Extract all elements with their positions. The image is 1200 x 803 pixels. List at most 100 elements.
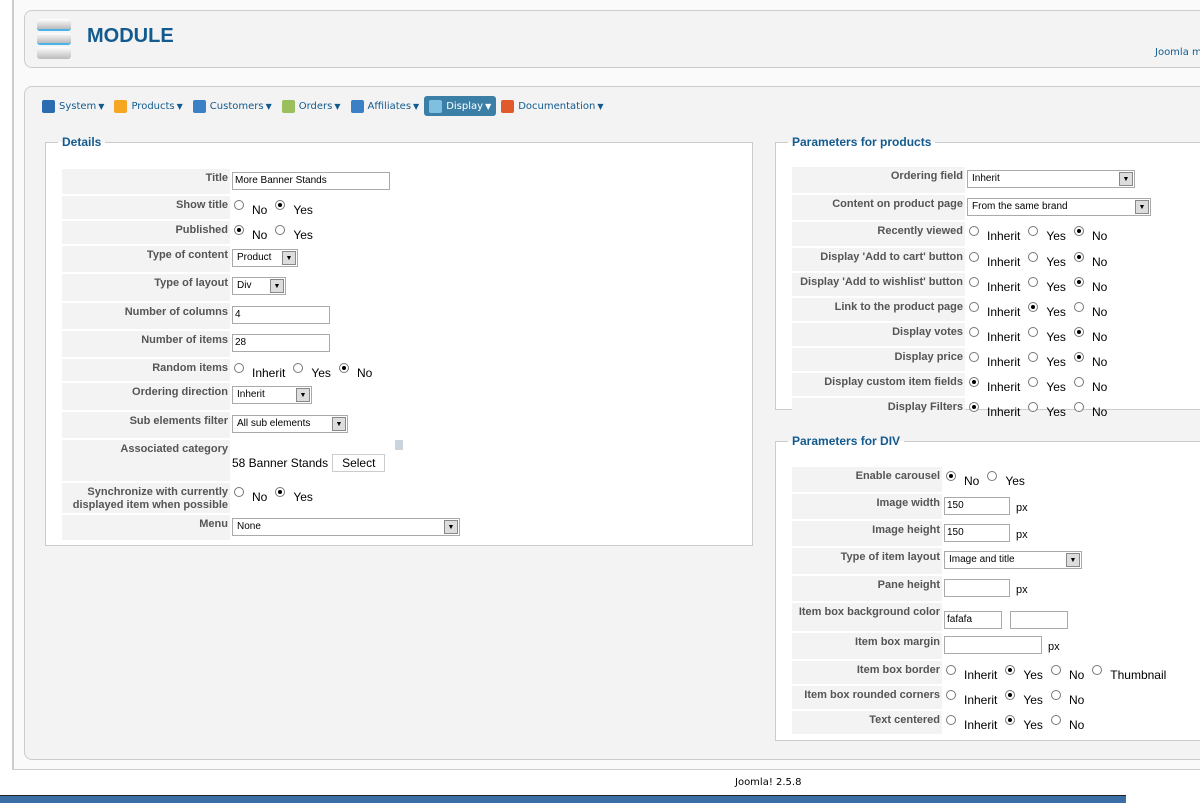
radio-label: Inherit: [964, 693, 998, 707]
content-on-product-page-select[interactable]: From the same brand ▼: [967, 198, 1151, 216]
radio-yes[interactable]: [275, 200, 286, 210]
radio-inherit[interactable]: [946, 665, 956, 675]
menu-item-affiliates[interactable]: Affiliates ▼: [346, 96, 425, 116]
type-of-content-select[interactable]: Product ▼: [232, 249, 298, 267]
number-of-items-input[interactable]: 28: [232, 334, 330, 352]
form-row-type-of-content: Type of content Product ▼: [62, 246, 460, 272]
radio-no[interactable]: [1073, 277, 1084, 287]
radio-yes[interactable]: [275, 225, 286, 235]
image-width-input[interactable]: 150: [944, 497, 1010, 515]
menu-item-orders[interactable]: Orders ▼: [277, 96, 346, 116]
dropdown-arrow-icon[interactable]: ▼: [296, 388, 310, 402]
menu-item-documentation[interactable]: Documentation ▼: [496, 96, 608, 116]
dropdown-arrow-icon[interactable]: ▼: [282, 251, 296, 265]
radio-yes[interactable]: [1005, 665, 1016, 675]
radio-label: No: [1091, 355, 1108, 369]
menu-item-display[interactable]: Display ▼: [424, 96, 497, 116]
radio-yes[interactable]: [987, 471, 998, 481]
radio-inherit[interactable]: [969, 302, 979, 312]
dropdown-arrow-icon[interactable]: ▼: [1135, 200, 1149, 214]
unit-label: px: [1048, 641, 1060, 653]
radio-no[interactable]: [946, 471, 956, 481]
radio-yes[interactable]: [1028, 377, 1039, 387]
radio-no[interactable]: [1073, 226, 1084, 236]
ordering-direction-select[interactable]: Inherit ▼: [232, 386, 312, 404]
radio-yes[interactable]: [1005, 715, 1016, 725]
radio-no[interactable]: [1073, 327, 1084, 337]
dropdown-arrow-icon[interactable]: ▼: [1066, 553, 1080, 567]
radio-yes[interactable]: [1028, 226, 1039, 236]
field-value: Inherit Yes No: [965, 273, 1151, 296]
users-icon: [350, 99, 364, 113]
radio-no[interactable]: [1050, 715, 1061, 725]
field-label: Content on product page: [792, 195, 965, 220]
radio-no[interactable]: [234, 487, 244, 497]
radio-inherit[interactable]: [946, 715, 956, 725]
number-of-columns-input[interactable]: 4: [232, 306, 330, 324]
radio-inherit[interactable]: [969, 277, 979, 287]
radio-no[interactable]: [1050, 690, 1061, 700]
radio-no[interactable]: [1050, 665, 1061, 675]
radio-label: No: [252, 228, 268, 242]
radio-no[interactable]: [1073, 377, 1084, 387]
menu-item-customers[interactable]: Customers ▼: [188, 96, 277, 116]
field-value: No Yes: [230, 483, 460, 513]
radio-inherit[interactable]: [234, 363, 244, 373]
radio-label: Yes: [1023, 693, 1043, 707]
radio-inherit[interactable]: [969, 327, 979, 337]
type-of-item-layout-select[interactable]: Image and title ▼: [944, 551, 1082, 569]
radio-no[interactable]: [338, 363, 349, 373]
radio-yes[interactable]: [1028, 327, 1039, 337]
image-height-input[interactable]: 150: [944, 524, 1010, 542]
select-category-button[interactable]: Select: [332, 454, 386, 472]
radio-no[interactable]: [234, 200, 244, 210]
radio-inherit[interactable]: [969, 252, 979, 262]
sub-elements-filter-select[interactable]: All sub elements ▼: [232, 415, 348, 433]
form-row-random-items: Random items Inherit Yes No: [62, 359, 460, 381]
radio-yes[interactable]: [1028, 277, 1039, 287]
radio-label: Yes: [1046, 405, 1066, 419]
radio-inherit[interactable]: [969, 377, 979, 387]
radio-no[interactable]: [1073, 352, 1084, 362]
menu-item-products[interactable]: Products ▼: [109, 96, 187, 116]
radio-yes[interactable]: [1028, 402, 1039, 412]
radio-thumbnail[interactable]: [1092, 665, 1103, 675]
color-input[interactable]: fafafa: [944, 611, 1002, 629]
dropdown-arrow-icon[interactable]: ▼: [444, 520, 458, 534]
radio-no[interactable]: [1073, 252, 1084, 262]
field-label: Type of item layout: [792, 548, 942, 574]
radio-yes[interactable]: [293, 363, 304, 373]
radio-inherit[interactable]: [946, 690, 956, 700]
header-link[interactable]: Joomla m: [1155, 47, 1200, 58]
menu-item-label: Products: [131, 100, 175, 112]
radio-no[interactable]: [1073, 302, 1084, 312]
pane-height-input[interactable]: [944, 579, 1010, 597]
menu-select[interactable]: None ▼: [232, 518, 460, 536]
radio-yes[interactable]: [1028, 252, 1039, 262]
radio-yes[interactable]: [275, 487, 286, 497]
radio-inherit[interactable]: [969, 352, 979, 362]
chevron-down-icon: ▼: [597, 101, 604, 111]
radio-no[interactable]: [234, 225, 244, 235]
form-row-text-centered: Text centered Inherit Yes No: [792, 711, 1172, 734]
radio-label: No: [1091, 255, 1108, 269]
dropdown-arrow-icon[interactable]: ▼: [1119, 172, 1133, 186]
radio-inherit[interactable]: [969, 226, 979, 236]
radio-label: No: [1091, 280, 1108, 294]
field-label: Item box margin: [792, 633, 942, 659]
title-input[interactable]: More Banner Stands: [232, 172, 390, 190]
radio-no[interactable]: [1073, 402, 1084, 412]
ordering-field-select[interactable]: Inherit ▼: [967, 170, 1135, 188]
radio-yes[interactable]: [1005, 690, 1016, 700]
footer-version: Joomla! 2.5.8: [735, 777, 802, 788]
radio-label: Thumbnail: [1110, 668, 1167, 682]
trash-icon[interactable]: [395, 440, 404, 450]
radio-inherit[interactable]: [969, 402, 979, 412]
radio-yes[interactable]: [1028, 302, 1039, 312]
item-box-margin-input[interactable]: [944, 636, 1042, 654]
menu-item-system[interactable]: System ▼: [37, 96, 109, 116]
dropdown-arrow-icon[interactable]: ▼: [332, 417, 346, 431]
radio-yes[interactable]: [1028, 352, 1039, 362]
type-of-layout-select[interactable]: Div ▼: [232, 277, 286, 295]
dropdown-arrow-icon[interactable]: ▼: [270, 279, 284, 293]
